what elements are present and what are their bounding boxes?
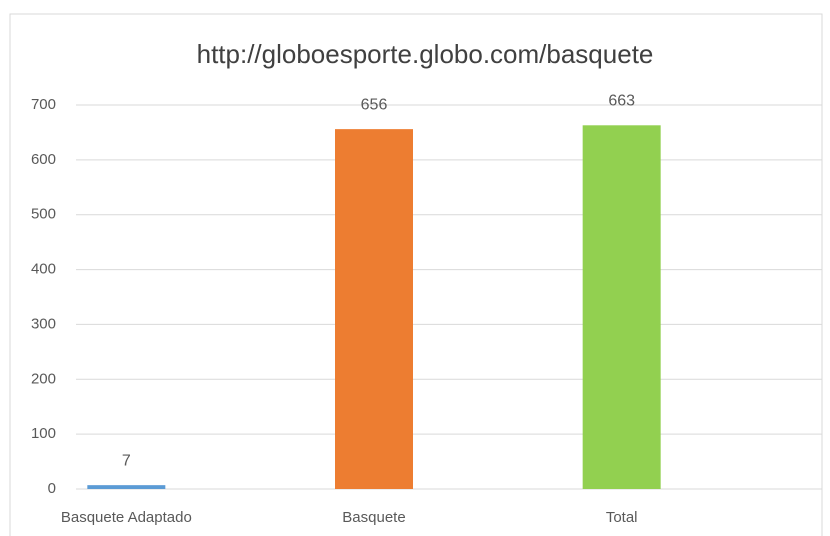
y-tick-label: 200 xyxy=(31,370,56,387)
y-tick-label: 600 xyxy=(31,151,56,168)
y-tick-label: 100 xyxy=(31,425,56,442)
y-tick-label: 300 xyxy=(31,315,56,332)
y-tick-label: 400 xyxy=(31,261,56,278)
y-tick-label: 0 xyxy=(48,480,56,497)
x-tick-label: Basquete Adaptado xyxy=(61,509,192,526)
chart-frame xyxy=(9,13,823,536)
data-label: 663 xyxy=(608,93,635,110)
data-label: 656 xyxy=(361,96,388,113)
bar xyxy=(87,485,166,489)
bar xyxy=(582,125,661,489)
y-tick-label: 500 xyxy=(31,206,56,223)
x-tick-label: Total xyxy=(606,509,638,526)
chart-title: http://globoesporte.globo.com/basquete xyxy=(197,39,654,69)
y-tick-label: 700 xyxy=(31,96,56,113)
x-tick-label: Basquete xyxy=(342,509,405,526)
bar xyxy=(335,129,413,489)
data-label: 7 xyxy=(122,452,131,469)
